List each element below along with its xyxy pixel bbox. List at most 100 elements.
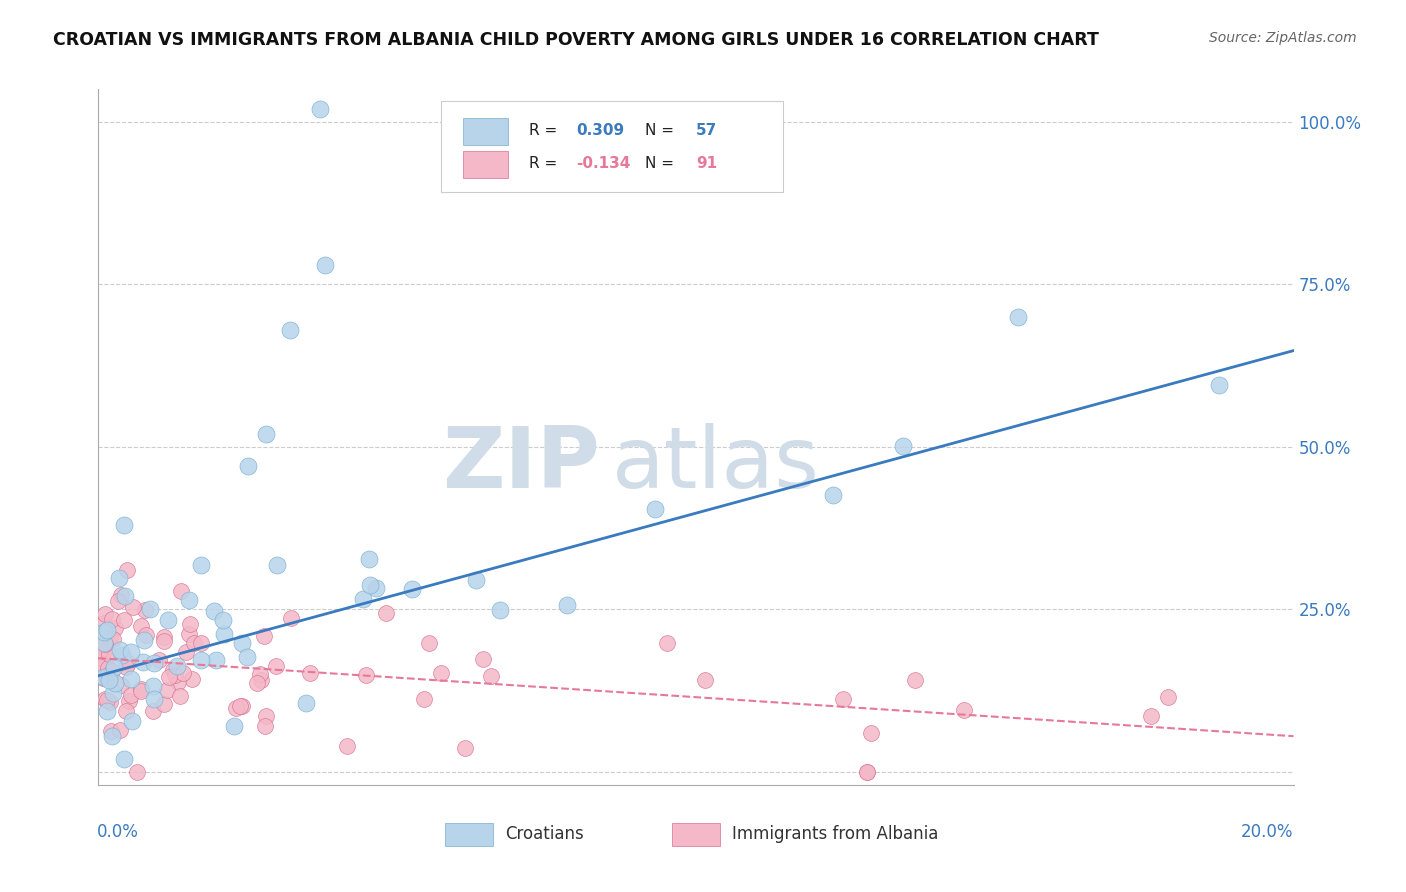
Text: 57: 57 <box>696 123 717 138</box>
Point <box>225 701 247 715</box>
Point <box>453 741 475 756</box>
Point <box>298 666 321 681</box>
Point <box>120 688 142 702</box>
Point <box>93 615 115 630</box>
Point <box>250 673 273 687</box>
Point <box>181 672 204 686</box>
Point <box>90 651 112 665</box>
Point <box>108 571 131 585</box>
Text: -0.134: -0.134 <box>576 156 631 171</box>
Point <box>249 666 271 681</box>
Point <box>430 666 453 681</box>
Point <box>308 102 330 116</box>
Point <box>1140 708 1163 723</box>
Point <box>89 645 111 659</box>
Point <box>375 606 398 620</box>
Point <box>112 613 135 627</box>
Point <box>129 682 152 697</box>
Point <box>100 723 122 738</box>
Point <box>190 636 212 650</box>
Point <box>93 624 115 639</box>
Point <box>104 621 127 635</box>
Point <box>100 730 122 744</box>
Point <box>555 598 578 612</box>
Point <box>118 694 141 708</box>
Point <box>93 636 115 650</box>
Point <box>110 648 132 662</box>
Point <box>254 709 277 723</box>
Point <box>1208 378 1230 392</box>
Point <box>142 691 165 706</box>
Point <box>295 696 318 710</box>
Point <box>465 573 488 587</box>
Point <box>134 632 156 647</box>
Text: N =: N = <box>644 123 679 138</box>
Point <box>134 603 156 617</box>
Point <box>172 665 194 680</box>
Text: R =: R = <box>529 156 562 171</box>
Point <box>129 683 152 698</box>
Point <box>266 558 288 573</box>
Point <box>138 601 160 615</box>
Text: CROATIAN VS IMMIGRANTS FROM ALBANIA CHILD POVERTY AMONG GIRLS UNDER 16 CORRELATI: CROATIAN VS IMMIGRANTS FROM ALBANIA CHIL… <box>53 31 1099 49</box>
Text: Croatians: Croatians <box>505 825 583 843</box>
Point <box>202 603 225 617</box>
Text: 91: 91 <box>696 156 717 171</box>
Point <box>135 627 157 641</box>
Point <box>655 636 678 650</box>
Point <box>166 659 188 673</box>
Point <box>231 699 253 714</box>
Point <box>93 670 115 684</box>
Point <box>315 258 337 272</box>
Point <box>236 459 259 474</box>
Point <box>157 669 180 683</box>
Point <box>114 660 136 674</box>
Point <box>96 669 118 683</box>
Point <box>101 612 124 626</box>
Point <box>401 582 423 597</box>
FancyBboxPatch shape <box>463 119 509 145</box>
Point <box>183 636 205 650</box>
Point <box>98 648 121 662</box>
Point <box>212 613 235 627</box>
Point <box>101 686 124 700</box>
Point <box>1157 690 1180 704</box>
Text: 0.0%: 0.0% <box>97 823 139 841</box>
Point <box>179 617 201 632</box>
Point <box>114 752 136 766</box>
Point <box>91 657 114 672</box>
Point <box>104 675 127 690</box>
Point <box>97 661 120 675</box>
Point <box>96 623 118 637</box>
Point <box>98 673 121 687</box>
Point <box>115 704 138 718</box>
Point <box>471 652 494 666</box>
Point <box>153 633 176 648</box>
Point <box>860 725 883 739</box>
Point <box>952 703 974 717</box>
Point <box>253 719 276 733</box>
Text: ZIP: ZIP <box>443 424 600 507</box>
Point <box>103 659 125 673</box>
Point <box>644 501 666 516</box>
Text: 0.309: 0.309 <box>576 123 624 138</box>
FancyBboxPatch shape <box>446 823 494 847</box>
Point <box>162 663 184 677</box>
Point <box>190 558 212 573</box>
Point <box>174 645 197 659</box>
Point <box>246 676 269 690</box>
Point <box>278 323 301 337</box>
Point <box>179 627 201 641</box>
Point <box>93 643 115 657</box>
Point <box>142 704 165 718</box>
Point <box>148 653 170 667</box>
Point <box>142 656 165 670</box>
Point <box>488 603 510 617</box>
Text: Immigrants from Albania: Immigrants from Albania <box>733 825 938 843</box>
Text: R =: R = <box>529 123 562 138</box>
Point <box>823 487 845 501</box>
Point <box>855 764 877 779</box>
Point <box>94 691 117 706</box>
Point <box>101 632 124 646</box>
Point <box>121 714 143 728</box>
